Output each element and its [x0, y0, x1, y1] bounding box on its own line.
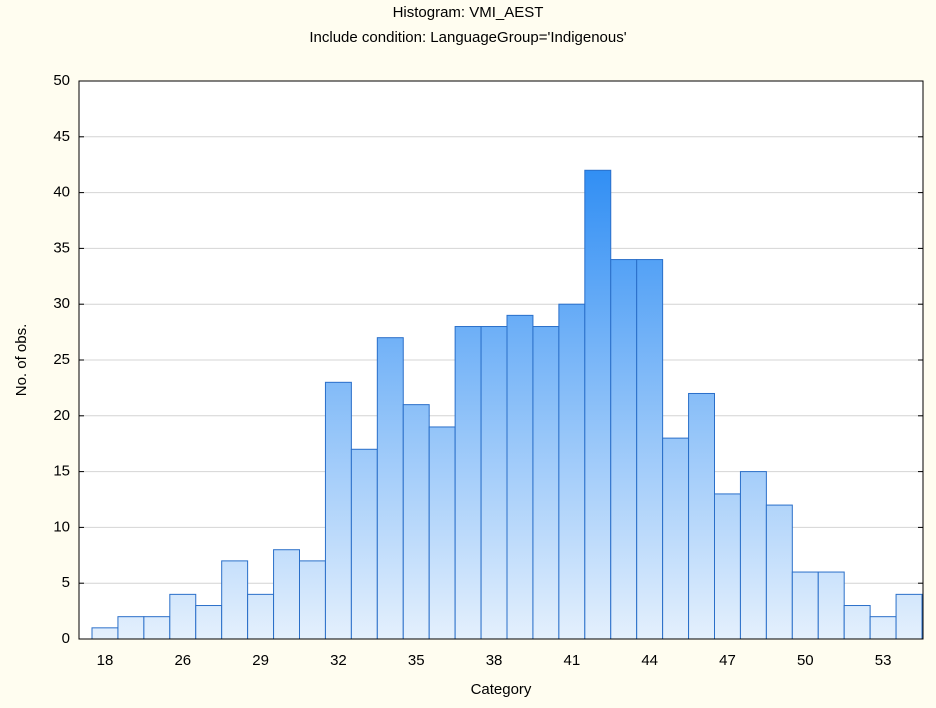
chart-subtitle: Include condition: LanguageGroup='Indige… — [309, 29, 626, 46]
y-tick-label: 15 — [53, 463, 70, 480]
bar — [169, 593, 197, 640]
bar — [117, 616, 145, 640]
y-tick-label: 0 — [62, 630, 70, 647]
x-tick-label: 18 — [97, 652, 114, 669]
x-tick-label: 50 — [797, 652, 814, 669]
bar — [610, 259, 638, 640]
y-axis-label: No. of obs. — [13, 324, 30, 397]
y-tick-label: 45 — [53, 128, 70, 145]
x-tick-label: 38 — [486, 652, 503, 669]
x-tick-label: 53 — [875, 652, 892, 669]
y-tick-label: 35 — [53, 239, 70, 256]
bar — [506, 314, 534, 640]
bar — [636, 259, 664, 640]
y-tick-label: 20 — [53, 407, 70, 424]
bar — [765, 504, 793, 640]
y-tick-label: 50 — [53, 72, 70, 89]
y-tick-label: 30 — [53, 295, 70, 312]
x-tick-label: 29 — [252, 652, 269, 669]
bar — [843, 605, 871, 640]
bar — [247, 593, 275, 640]
x-tick-label: 26 — [174, 652, 191, 669]
bar — [532, 326, 560, 640]
bar — [428, 426, 456, 640]
bar — [143, 616, 171, 640]
bar — [817, 571, 845, 640]
chart-title: Histogram: VMI_AEST — [393, 4, 544, 21]
y-tick-label: 10 — [53, 518, 70, 535]
bar — [558, 303, 586, 640]
bar — [221, 560, 249, 640]
bar — [376, 337, 404, 640]
bar — [584, 169, 612, 640]
bar — [688, 392, 715, 640]
bar — [714, 493, 741, 640]
bar — [299, 560, 326, 640]
bar — [402, 404, 430, 640]
bar — [273, 549, 300, 640]
bar — [324, 381, 352, 640]
x-tick-label: 35 — [408, 652, 425, 669]
bar — [739, 471, 767, 640]
y-tick-label: 5 — [62, 574, 70, 591]
bar — [91, 627, 119, 640]
bar — [195, 605, 223, 640]
bar — [662, 437, 690, 640]
x-tick-label: 41 — [564, 652, 581, 669]
x-tick-label: 47 — [719, 652, 736, 669]
x-axis-label: Category — [471, 681, 532, 698]
bar — [895, 593, 923, 640]
bar — [454, 326, 482, 640]
bar — [869, 616, 897, 640]
bar — [350, 448, 378, 640]
y-tick-label: 40 — [53, 184, 70, 201]
x-tick-label: 32 — [330, 652, 347, 669]
bar — [480, 326, 508, 640]
x-tick-label: 44 — [641, 652, 658, 669]
bar — [791, 571, 819, 640]
y-tick-label: 25 — [53, 351, 70, 368]
